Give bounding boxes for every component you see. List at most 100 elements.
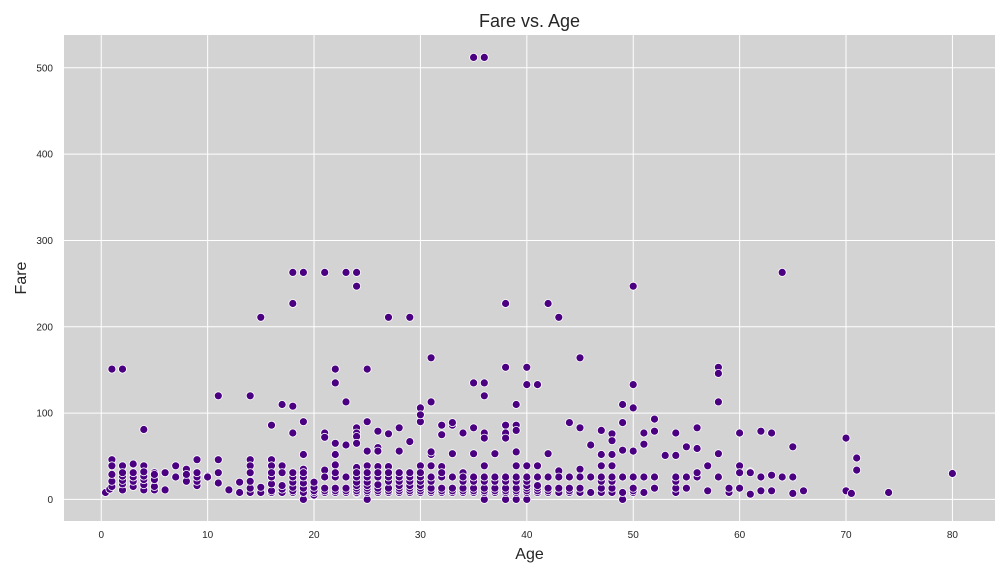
- scatter-point: [628, 281, 638, 291]
- scatter-point: [714, 368, 723, 378]
- scatter-point: [469, 53, 479, 62]
- scatter-point: [767, 428, 776, 438]
- scatter-point: [426, 397, 436, 407]
- scatter-point: [352, 438, 362, 448]
- scatter-point: [479, 53, 489, 62]
- scatter-point: [501, 362, 511, 372]
- scatter-point: [607, 450, 617, 459]
- scatter-point: [575, 483, 585, 493]
- scatter-point: [447, 472, 457, 482]
- scatter-point: [298, 267, 308, 277]
- scatter-point: [767, 470, 776, 480]
- scatter-point: [554, 312, 564, 322]
- scatter-point: [852, 465, 862, 475]
- scatter-point: [298, 417, 308, 427]
- scatter-point: [501, 420, 511, 430]
- scatter-point: [692, 423, 702, 433]
- scatter-point: [352, 468, 362, 478]
- scatter-point: [543, 299, 553, 308]
- scatter-point: [735, 468, 744, 478]
- scatter-point: [682, 442, 691, 452]
- scatter-point: [756, 486, 766, 496]
- scatter-point: [522, 472, 532, 482]
- scatter-point: [288, 428, 298, 438]
- scatter-point: [628, 483, 638, 493]
- scatter-point: [139, 425, 149, 434]
- scatter-point: [447, 418, 457, 428]
- scatter-point: [426, 472, 436, 482]
- scatter-point: [415, 410, 425, 420]
- scatter-point: [245, 391, 255, 401]
- scatter-point: [554, 472, 564, 482]
- scatter-point: [660, 450, 670, 460]
- scatter-point: [639, 428, 649, 438]
- scatter-point: [671, 472, 681, 482]
- scatter-point: [469, 423, 479, 433]
- scatter-point: [320, 267, 330, 277]
- scatter-point: [458, 428, 468, 438]
- scatter-point: [756, 426, 766, 436]
- scatter-point: [107, 364, 117, 374]
- scatter-point: [745, 468, 755, 478]
- scatter-point: [724, 483, 734, 493]
- scatter-point: [618, 488, 627, 497]
- scatter-point: [447, 449, 457, 459]
- scatter-point: [628, 446, 638, 456]
- scatter-point: [107, 469, 117, 479]
- scatter-point: [171, 472, 181, 482]
- scatter-point: [745, 489, 755, 499]
- scatter-point: [650, 483, 659, 493]
- scatter-point: [607, 436, 617, 446]
- scatter-point: [267, 420, 276, 430]
- scatter-point: [341, 483, 351, 493]
- scatter-point: [437, 483, 447, 493]
- scatter-point: [841, 433, 851, 443]
- plot-area: [64, 35, 995, 521]
- x-tick-label: 80: [947, 530, 959, 541]
- scatter-point: [118, 364, 127, 374]
- y-tick-label: 0: [47, 495, 53, 506]
- scatter-point: [373, 480, 383, 490]
- scatter-point: [650, 472, 659, 482]
- scatter-point: [522, 362, 532, 372]
- scatter-point: [384, 429, 393, 439]
- scatter-point: [107, 461, 117, 471]
- scatter-point: [618, 472, 627, 482]
- scatter-point: [213, 478, 223, 488]
- scatter-point: [224, 485, 234, 495]
- scatter-point: [394, 423, 404, 433]
- scatter-point: [586, 488, 596, 497]
- x-tick-label: 70: [840, 530, 852, 541]
- scatter-point: [171, 461, 181, 471]
- scatter-point: [128, 459, 138, 469]
- scatter-point: [618, 400, 627, 409]
- scatter-point: [543, 449, 553, 459]
- scatter-point: [735, 428, 744, 438]
- scatter-point: [565, 472, 574, 482]
- chart-title: Fare vs. Age: [479, 11, 580, 31]
- scatter-point: [288, 468, 298, 478]
- scatter-point: [490, 449, 500, 459]
- scatter-point: [373, 446, 383, 456]
- scatter-point: [533, 481, 542, 491]
- scatter-point: [320, 472, 330, 482]
- scatter-point: [554, 483, 564, 493]
- scatter-point: [607, 472, 617, 482]
- scatter-point: [330, 450, 340, 459]
- scatter-point: [511, 447, 521, 457]
- scatter-point: [628, 380, 638, 390]
- scatter-point: [128, 468, 138, 478]
- scatter-point: [256, 312, 266, 322]
- scatter-point: [692, 444, 702, 453]
- scatter-point: [160, 468, 170, 478]
- scatter-point: [511, 472, 521, 482]
- y-tick-label: 400: [36, 150, 53, 161]
- scatter-point: [203, 472, 213, 482]
- scatter-point: [426, 447, 436, 457]
- x-tick-label: 0: [98, 530, 104, 541]
- scatter-point: [618, 418, 627, 428]
- x-tick-label: 60: [734, 530, 746, 541]
- scatter-point: [596, 425, 606, 435]
- scatter-point: [511, 400, 521, 409]
